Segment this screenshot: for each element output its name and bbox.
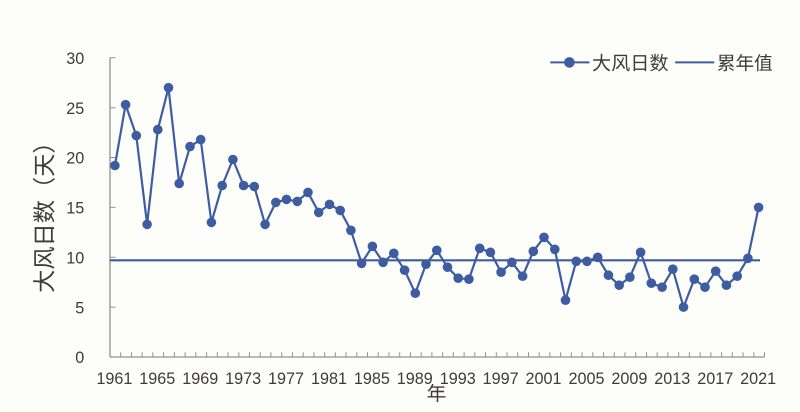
svg-text:2017: 2017 xyxy=(697,370,733,388)
svg-text:2013: 2013 xyxy=(654,370,690,388)
svg-text:1965: 1965 xyxy=(139,370,175,388)
svg-text:15: 15 xyxy=(66,200,84,218)
svg-text:1981: 1981 xyxy=(311,370,347,388)
svg-text:2009: 2009 xyxy=(611,370,647,388)
svg-text:1977: 1977 xyxy=(268,370,304,388)
svg-text:20: 20 xyxy=(66,150,84,168)
svg-text:0: 0 xyxy=(75,349,84,367)
svg-text:1985: 1985 xyxy=(354,370,390,388)
svg-text:30: 30 xyxy=(66,50,84,68)
svg-text:1997: 1997 xyxy=(483,370,519,388)
svg-text:25: 25 xyxy=(66,100,84,118)
svg-text:1993: 1993 xyxy=(440,370,476,388)
svg-text:10: 10 xyxy=(66,250,84,268)
svg-text:1973: 1973 xyxy=(225,370,261,388)
svg-text:2001: 2001 xyxy=(525,370,561,388)
svg-text:1961: 1961 xyxy=(96,370,132,388)
svg-text:5: 5 xyxy=(75,299,84,317)
svg-text:2021: 2021 xyxy=(740,370,776,388)
svg-text:1989: 1989 xyxy=(397,370,433,388)
svg-text:1969: 1969 xyxy=(182,370,218,388)
svg-text:2005: 2005 xyxy=(568,370,604,388)
